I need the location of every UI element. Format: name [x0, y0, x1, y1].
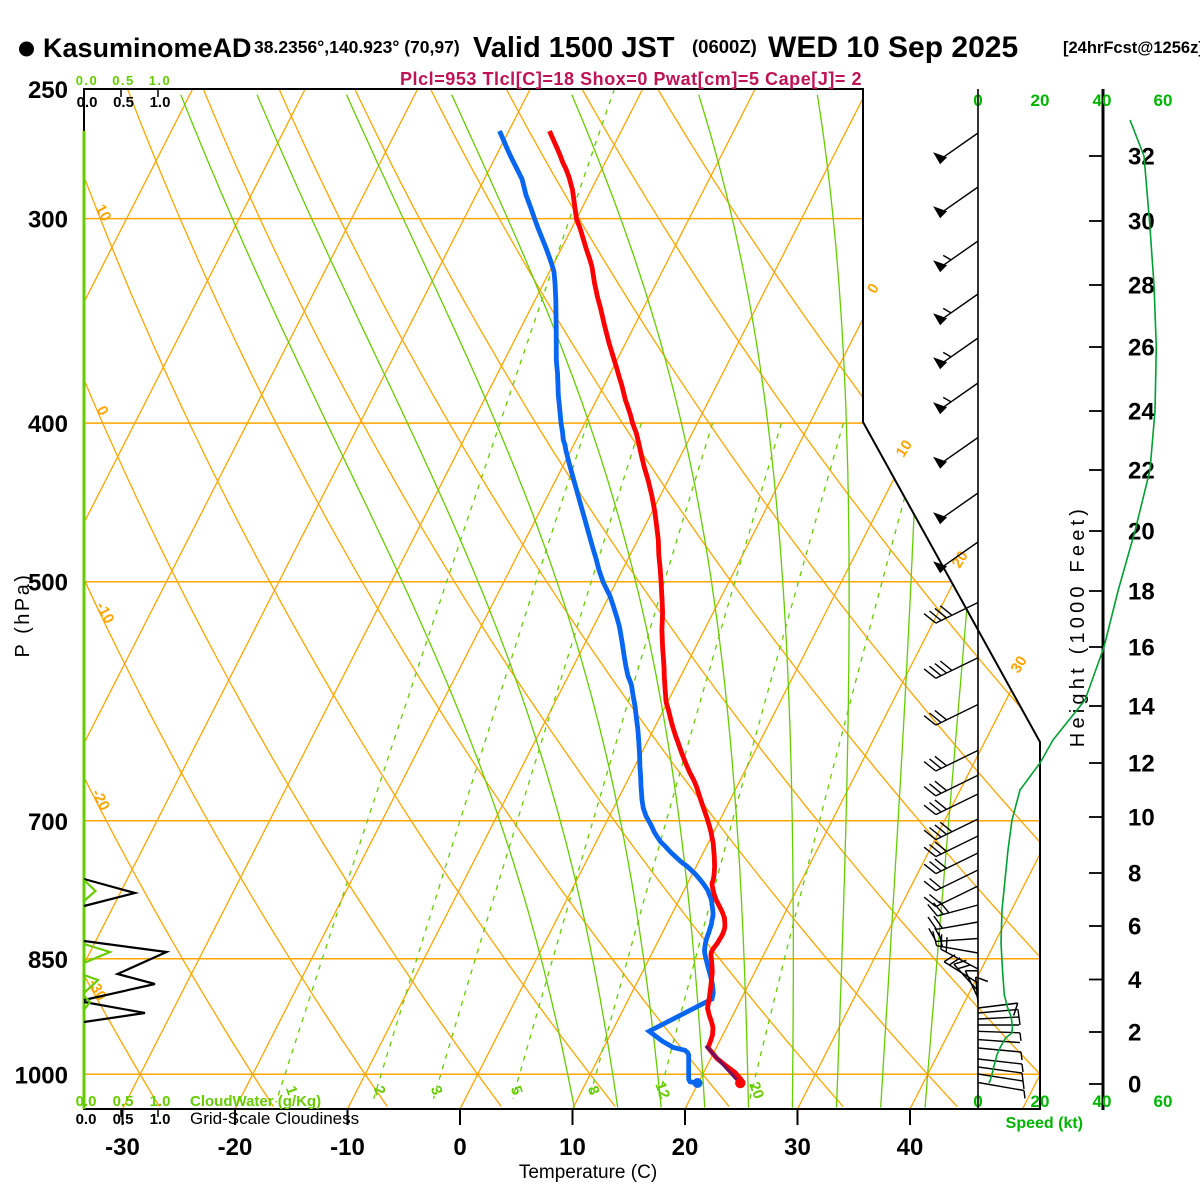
svg-text:12: 12: [651, 1080, 673, 1101]
svg-text:1000: 1000: [15, 1062, 68, 1089]
svg-text:-10: -10: [330, 1134, 365, 1161]
svg-text:60: 60: [1154, 1092, 1173, 1111]
svg-text:0.5: 0.5: [113, 1093, 134, 1110]
svg-text:850: 850: [28, 947, 68, 974]
svg-text:12: 12: [1128, 751, 1155, 778]
svg-text:0: 0: [1128, 1072, 1141, 1099]
svg-text:40: 40: [897, 1134, 924, 1161]
svg-text:10: 10: [559, 1134, 586, 1161]
svg-text:60: 60: [1154, 91, 1173, 110]
svg-text:250: 250: [28, 77, 68, 104]
svg-text:Grid-Scale Cloudiness: Grid-Scale Cloudiness: [190, 1109, 359, 1128]
svg-text:14: 14: [1128, 694, 1155, 721]
svg-text:20: 20: [949, 548, 972, 571]
svg-text:40: 40: [1093, 1092, 1112, 1111]
svg-text:500: 500: [28, 570, 68, 597]
svg-text:-30: -30: [105, 1134, 140, 1161]
svg-text:16: 16: [1128, 635, 1155, 662]
svg-text:20: 20: [745, 1080, 767, 1101]
svg-text:400: 400: [28, 411, 68, 438]
svg-text:6: 6: [1128, 914, 1141, 941]
svg-text:24: 24: [1128, 399, 1155, 426]
svg-text:0.0: 0.0: [77, 94, 98, 111]
svg-text:CloudWater (g/Kg): CloudWater (g/Kg): [190, 1093, 321, 1110]
svg-text:38.2356°,140.923° (70,97): 38.2356°,140.923° (70,97): [254, 37, 460, 57]
svg-text:28: 28: [1128, 273, 1155, 300]
svg-text:10: 10: [893, 437, 916, 460]
svg-text:26: 26: [1128, 335, 1155, 362]
svg-text:KasuminomeAD: KasuminomeAD: [43, 33, 252, 63]
svg-text:Speed (kt): Speed (kt): [1006, 1115, 1083, 1132]
svg-text:30: 30: [784, 1134, 811, 1161]
svg-text:4: 4: [1128, 967, 1142, 994]
svg-text:-20: -20: [218, 1134, 253, 1161]
svg-text:Valid 1500 JST: Valid 1500 JST: [473, 32, 675, 64]
svg-text:18: 18: [1128, 579, 1155, 606]
svg-text:0.5: 0.5: [113, 1111, 134, 1128]
svg-text:20: 20: [1031, 91, 1050, 110]
svg-text:0.0: 0.0: [76, 73, 99, 88]
svg-text:10: 10: [1128, 805, 1155, 832]
svg-text:0: 0: [453, 1134, 466, 1161]
svg-text:20: 20: [672, 1134, 699, 1161]
svg-text:40: 40: [1093, 91, 1112, 110]
svg-text:Temperature (C): Temperature (C): [519, 1162, 657, 1183]
svg-text:2: 2: [1128, 1020, 1141, 1047]
svg-text:1.0: 1.0: [150, 94, 171, 111]
svg-text:1.0: 1.0: [150, 1093, 171, 1110]
svg-text:20: 20: [1031, 1092, 1050, 1111]
svg-text:1.0: 1.0: [150, 1111, 171, 1128]
svg-text:(0600Z): (0600Z): [692, 36, 757, 57]
svg-text:0.0: 0.0: [76, 1093, 97, 1110]
svg-text:Height (1000 Feet): Height (1000 Feet): [1067, 505, 1089, 747]
svg-text:0.0: 0.0: [76, 1111, 97, 1128]
svg-text:[24hrFcst@1256z]: [24hrFcst@1256z]: [1063, 39, 1200, 57]
svg-text:30: 30: [1007, 653, 1030, 676]
svg-text:1.0: 1.0: [149, 73, 172, 88]
svg-text:P (hPa): P (hPa): [12, 573, 34, 658]
svg-text:Plcl=953 Tlcl[C]=18 Shox=0 Pwa: Plcl=953 Tlcl[C]=18 Shox=0 Pwat[cm]=5 Ca…: [400, 69, 862, 89]
svg-text:700: 700: [28, 809, 68, 836]
svg-text:300: 300: [28, 207, 68, 234]
svg-text:8: 8: [1128, 861, 1141, 888]
svg-text:10: 10: [92, 202, 115, 225]
svg-text:0.5: 0.5: [113, 94, 134, 111]
svg-text:WED 10 Sep 2025: WED 10 Sep 2025: [768, 31, 1018, 64]
svg-text:0.5: 0.5: [112, 73, 135, 88]
